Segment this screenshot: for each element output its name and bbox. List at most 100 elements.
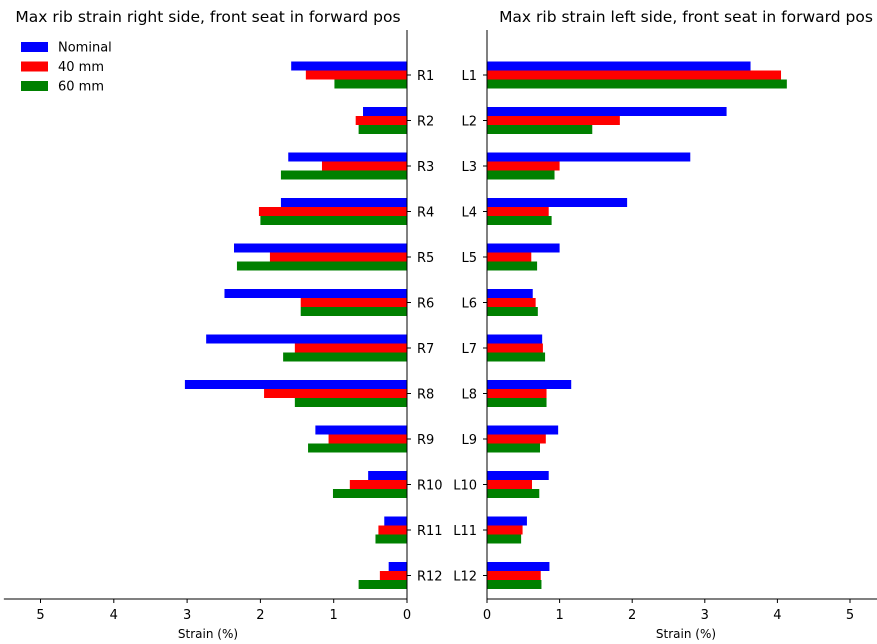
left-bar-l10-40-mm <box>487 480 533 489</box>
right-bar-r1-60-mm <box>334 79 407 89</box>
right-bar-r9-40-mm <box>328 434 407 444</box>
left-bar-l10-nominal <box>487 471 549 480</box>
right-bar-r1-40-mm <box>305 70 407 80</box>
right-chart-title: Max rib strain right side, front seat in… <box>15 8 400 26</box>
right-bar-r5-nominal <box>234 243 407 253</box>
right-bar-r12-40-mm <box>379 571 407 580</box>
left-bar-l11-60-mm <box>487 534 522 544</box>
left-x-tick-label-0: 0 <box>483 608 491 623</box>
right-bar-r3-40-mm <box>321 161 407 171</box>
left-bar-l9-nominal <box>487 425 559 435</box>
left-bar-l10-60-mm <box>487 489 540 498</box>
right-bar-r10-nominal <box>368 471 407 480</box>
left-x-tick-label-3: 3 <box>701 608 709 623</box>
left-bar-l2-60-mm <box>487 125 593 134</box>
left-bar-l9-40-mm <box>487 434 546 444</box>
left-bar-l7-60-mm <box>487 352 546 362</box>
right-category-label-r4: R4 <box>417 206 434 221</box>
right-x-tick-label-3: 3 <box>183 608 191 623</box>
left-bar-l11-nominal <box>487 516 527 526</box>
left-bar-l6-nominal <box>487 289 533 298</box>
right-category-label-r9: R9 <box>417 433 434 448</box>
left-bar-l7-40-mm <box>487 343 543 353</box>
right-category-label-r11: R11 <box>417 524 443 539</box>
right-category-label-r12: R12 <box>417 570 443 585</box>
right-x-axis-label: Strain (%) <box>178 627 238 641</box>
right-category-label-r10: R10 <box>417 479 443 494</box>
right-bar-r11-40-mm <box>378 525 407 535</box>
left-category-label-l3: L3 <box>461 160 477 175</box>
right-category-label-r8: R8 <box>417 388 434 403</box>
left-bar-l9-60-mm <box>487 443 540 453</box>
left-bar-l4-nominal <box>487 198 628 207</box>
right-x-tick-label-2: 2 <box>256 608 264 623</box>
left-chart-title: Max rib strain left side, front seat in … <box>499 8 873 26</box>
left-bar-l8-nominal <box>487 380 572 389</box>
legend-label-nominal: Nominal <box>58 41 112 56</box>
right-category-label-r2: R2 <box>417 115 434 130</box>
right-bar-r6-40-mm <box>300 298 407 307</box>
left-bar-l5-nominal <box>487 243 560 253</box>
left-category-label-l12: L12 <box>453 570 477 585</box>
right-category-label-r3: R3 <box>417 160 434 175</box>
left-bar-l11-40-mm <box>487 525 523 535</box>
right-bar-r10-40-mm <box>349 480 407 489</box>
right-bar-r12-60-mm <box>358 580 407 589</box>
left-bar-l8-40-mm <box>487 389 547 398</box>
left-bar-l1-nominal <box>487 61 751 71</box>
right-bar-r3-nominal <box>288 152 407 162</box>
right-bar-r6-nominal <box>224 289 407 298</box>
legend-label-40-mm: 40 mm <box>58 60 104 75</box>
right-bar-r7-60-mm <box>283 352 407 362</box>
left-x-tick-label-5: 5 <box>846 608 854 623</box>
left-bar-l6-40-mm <box>487 298 536 307</box>
left-x-tick-label-4: 4 <box>773 608 781 623</box>
left-bar-l1-60-mm <box>487 79 787 89</box>
legend-swatch-40-mm <box>21 61 48 72</box>
left-category-label-l9: L9 <box>461 433 477 448</box>
right-bar-r4-60-mm <box>260 216 407 225</box>
right-bar-r4-nominal <box>280 198 407 207</box>
right-bar-r2-40-mm <box>355 116 407 125</box>
left-category-label-l5: L5 <box>461 251 477 266</box>
right-x-tick-label-4: 4 <box>110 608 118 623</box>
left-bar-l7-nominal <box>487 334 543 344</box>
legend-swatch-60-mm <box>21 81 48 91</box>
right-bar-r8-40-mm <box>264 389 407 398</box>
left-bar-l3-40-mm <box>487 161 560 171</box>
right-bar-r9-nominal <box>315 425 407 435</box>
right-bar-r2-nominal <box>363 107 407 116</box>
right-category-label-r7: R7 <box>417 342 434 357</box>
right-bar-r9-60-mm <box>308 443 407 453</box>
left-bar-l6-60-mm <box>487 307 538 316</box>
right-bar-r8-60-mm <box>294 398 407 407</box>
right-bar-r1-nominal <box>291 61 407 71</box>
left-category-label-l1: L1 <box>461 69 477 84</box>
left-category-label-l4: L4 <box>461 206 477 221</box>
right-bar-r8-nominal <box>184 380 407 389</box>
left-category-label-l8: L8 <box>461 388 477 403</box>
left-bar-l12-40-mm <box>487 571 541 580</box>
left-bar-l4-40-mm <box>487 207 549 216</box>
left-category-label-l7: L7 <box>461 342 477 357</box>
left-category-label-l6: L6 <box>461 297 477 312</box>
right-x-tick-label-0: 0 <box>403 608 411 623</box>
legend: Nominal 40 mm 60 mm <box>21 41 112 95</box>
left-bar-l8-60-mm <box>487 398 547 407</box>
right-bar-r3-60-mm <box>280 170 407 180</box>
left-bar-l1-40-mm <box>487 70 782 80</box>
left-bar-l12-60-mm <box>487 580 542 589</box>
left-bar-l3-nominal <box>487 152 691 162</box>
left-category-label-l11: L11 <box>453 524 477 539</box>
right-bar-r6-60-mm <box>300 307 407 316</box>
right-bar-r7-40-mm <box>294 343 407 353</box>
right-bar-r10-60-mm <box>332 489 407 498</box>
left-bar-l4-60-mm <box>487 216 552 225</box>
legend-label-60-mm: 60 mm <box>58 80 104 95</box>
left-bar-l12-nominal <box>487 562 550 571</box>
left-bar-l2-40-mm <box>487 116 620 125</box>
right-category-label-r5: R5 <box>417 251 434 266</box>
left-x-tick-label-1: 1 <box>555 608 563 623</box>
right-bar-r5-40-mm <box>269 252 407 262</box>
